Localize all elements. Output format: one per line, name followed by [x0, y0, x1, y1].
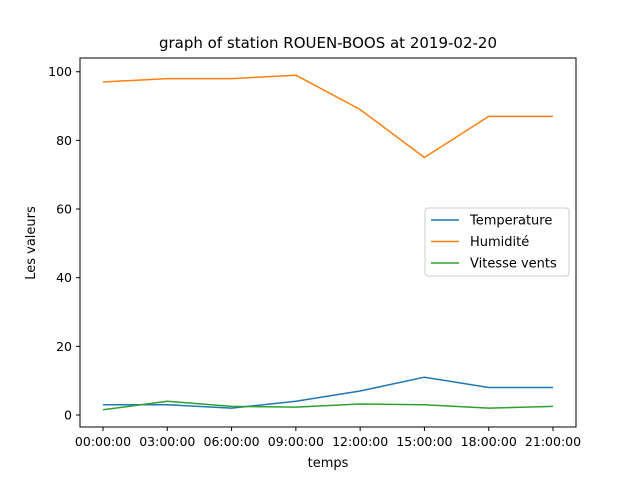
y-axis-label: Les valeurs: [24, 206, 39, 280]
y-tick-label: 40: [56, 270, 72, 285]
x-axis-label: temps: [308, 456, 349, 471]
y-tick-label: 0: [64, 407, 72, 422]
y-tick-label: 20: [56, 339, 72, 354]
x-tick-label: 18:00:00: [461, 434, 517, 449]
legend: Temperature Humidité Vitesse vents: [424, 207, 570, 277]
y-axis-ticks: 0 20 40 60 80 100: [48, 64, 80, 422]
plot-lines: [102, 74, 554, 411]
legend-label-0: Temperature: [469, 214, 552, 229]
x-axis-ticks: 00:00:00 03:00:00 06:00:00 09:00:00 12:00:00…: [75, 427, 581, 449]
series-line-2: [102, 400, 554, 411]
chart-title: graph of station ROUEN-BOOS at 2019-02-2…: [159, 34, 497, 52]
legend-label-2: Vitesse vents: [470, 257, 557, 272]
x-tick-label: 09:00:00: [268, 434, 324, 449]
series-line-0: [103, 376, 553, 409]
x-tick-label: 15:00:00: [396, 434, 452, 449]
y-tick-label: 100: [48, 64, 72, 79]
x-tick-label: 06:00:00: [204, 434, 260, 449]
x-tick-label: 03:00:00: [139, 434, 195, 449]
x-tick-label: 12:00:00: [332, 434, 388, 449]
y-tick-label: 80: [56, 133, 72, 148]
legend-label-1: Humidité: [470, 235, 529, 250]
y-tick-label: 60: [56, 202, 72, 217]
x-tick-label: 21:00:00: [525, 434, 581, 449]
series-line-1: [102, 74, 553, 159]
x-tick-label: 00:00:00: [75, 434, 131, 449]
legend-box: [424, 207, 570, 277]
plot-frame: [79, 57, 577, 428]
